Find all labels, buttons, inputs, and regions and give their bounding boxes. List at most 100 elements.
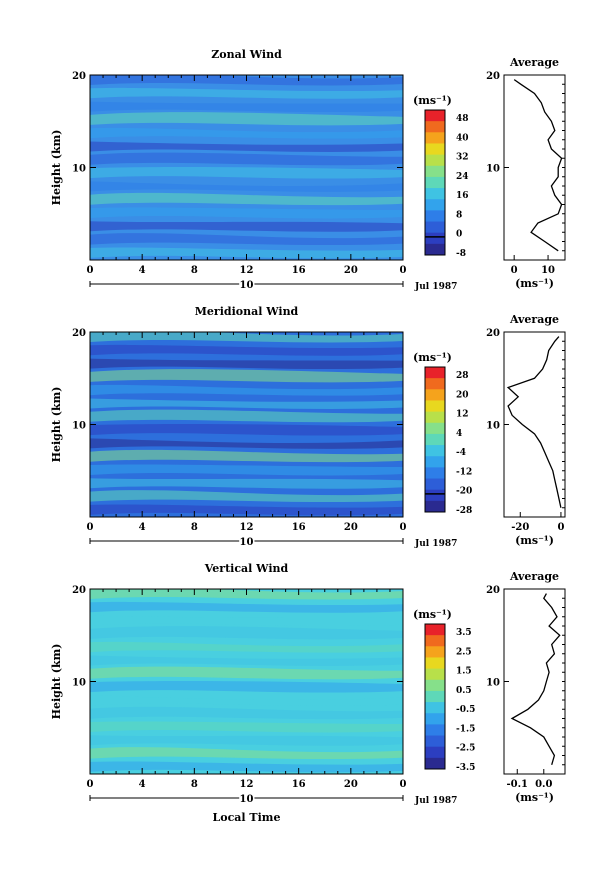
colorbar-swatch <box>425 176 445 189</box>
colorbar-swatch <box>425 713 445 725</box>
profile-title: Average <box>509 56 559 69</box>
profile-x-label: (ms⁻¹) <box>515 277 554 290</box>
heatmap-band <box>90 747 403 760</box>
panel-2: Vertical Wind 20 10 0 4 8 12 16 20 0 10 Jul 1987 Hei… <box>50 562 566 824</box>
colorbar-tick-label: 16 <box>456 191 469 201</box>
heatmap-band <box>90 735 403 746</box>
colorbar-swatch <box>425 679 445 692</box>
heatmap-band <box>90 464 403 476</box>
profile-line <box>513 79 563 252</box>
date-label: Jul 1987 <box>414 282 457 292</box>
x-tick-label: 4 <box>139 265 146 276</box>
colorbar-tick-label: -4 <box>456 448 466 458</box>
profile-x-label: (ms⁻¹) <box>515 534 554 547</box>
colorbar-tick-label: -0.5 <box>456 705 475 715</box>
x-tick-label: 8 <box>191 779 198 790</box>
x-tick-label: 4 <box>139 779 146 790</box>
colorbar-unit: (ms⁻¹) <box>413 351 452 364</box>
heatmap-band <box>90 681 403 693</box>
x-tick-label: 20 <box>344 779 358 790</box>
colorbar-swatch <box>425 210 445 223</box>
colorbar-swatch <box>425 433 445 446</box>
colorbar-tick-label: 28 <box>456 371 469 381</box>
x-tick-label: 8 <box>191 265 198 276</box>
y-tick-label: 20 <box>72 71 86 82</box>
colorbar-swatch <box>425 702 445 714</box>
heatmap-band <box>90 641 403 653</box>
profile-y-tick-label: 10 <box>486 164 500 175</box>
x-tick-label: 16 <box>292 265 306 276</box>
colorbar-swatch <box>425 378 445 390</box>
heatmap-band <box>90 490 403 503</box>
heatmap-band <box>90 438 403 449</box>
x-tick-label: 16 <box>292 522 306 533</box>
colorbar-frame <box>424 109 446 256</box>
x-tick-label: 0 <box>87 522 94 533</box>
y-tick-label: 20 <box>72 328 86 339</box>
panel-title: Vertical Wind <box>204 562 289 575</box>
heatmap-band <box>90 706 403 720</box>
date-label: Jul 1987 <box>414 796 457 806</box>
colorbar-tick-label: 0.5 <box>456 686 472 696</box>
colorbar-swatch <box>425 243 445 256</box>
profile-line <box>510 593 561 765</box>
colorbar-unit: (ms⁻¹) <box>413 94 452 107</box>
colorbar-tick-label: 20 <box>456 390 469 400</box>
profile-x-tick-label: 0 <box>511 265 518 276</box>
colorbar-swatch <box>425 143 445 156</box>
date-label: Jul 1987 <box>414 539 457 549</box>
profile-frame <box>503 588 566 775</box>
day-label: 10 <box>240 794 254 805</box>
colorbar-swatch <box>425 489 445 502</box>
x-tick-label: 0 <box>400 522 407 533</box>
colorbar-swatch <box>425 668 445 681</box>
colorbar-swatch <box>425 232 445 245</box>
heatmap-band <box>90 344 403 356</box>
colorbar-tick-label: 1.5 <box>456 667 472 677</box>
panel-title: Meridional Wind <box>195 305 299 318</box>
colorbar-swatch <box>425 221 445 234</box>
x-axis-label: Local Time <box>213 811 281 824</box>
colorbar-tick-label: 48 <box>456 114 469 124</box>
heatmap-band <box>90 87 403 99</box>
heatmap <box>90 332 403 517</box>
colorbar-swatch <box>425 199 445 211</box>
profile-x-tick-label: -0.1 <box>506 779 528 790</box>
colorbar-swatch <box>425 367 445 379</box>
colorbar-swatch <box>425 467 445 480</box>
heatmap-band <box>90 666 403 680</box>
profile-x-tick-label: -20 <box>511 522 529 533</box>
colorbar-tick-label: 8 <box>456 210 462 220</box>
colorbar-frame <box>424 366 446 513</box>
profile-y-tick-label: 20 <box>486 71 500 82</box>
x-tick-label: 0 <box>400 779 407 790</box>
heatmap-band <box>90 424 403 436</box>
heatmap-band <box>90 141 403 152</box>
colorbar-tick-label: -8 <box>456 249 466 259</box>
colorbar-tick-label: -20 <box>456 487 472 497</box>
colorbar-tick-label: 2.5 <box>456 647 472 657</box>
colorbar-tick-label: 24 <box>456 172 469 182</box>
colorbar-swatch <box>425 121 445 133</box>
y-axis-label: Height (km) <box>50 644 63 720</box>
colorbar-tick-label: 4 <box>456 429 462 439</box>
day-label: 10 <box>240 537 254 548</box>
colorbar-swatch <box>425 478 445 491</box>
y-tick-label: 20 <box>72 585 86 596</box>
colorbar-swatch <box>425 757 445 770</box>
heatmap-band <box>90 384 403 396</box>
heatmap-band <box>90 398 403 409</box>
colorbar-swatch <box>425 154 445 167</box>
colorbar-tick-label: -2.5 <box>456 744 475 754</box>
x-tick-label: 0 <box>87 265 94 276</box>
x-tick-label: 20 <box>344 265 358 276</box>
colorbar-tick-label: -1.5 <box>456 724 475 734</box>
x-tick-label: 12 <box>240 779 254 790</box>
colorbar-swatch <box>425 411 445 424</box>
x-tick-label: 0 <box>400 265 407 276</box>
colorbar-tick-label: 12 <box>456 410 469 420</box>
heatmap-band <box>90 167 403 179</box>
heatmap-band <box>90 112 403 126</box>
heatmap-band <box>90 221 403 232</box>
